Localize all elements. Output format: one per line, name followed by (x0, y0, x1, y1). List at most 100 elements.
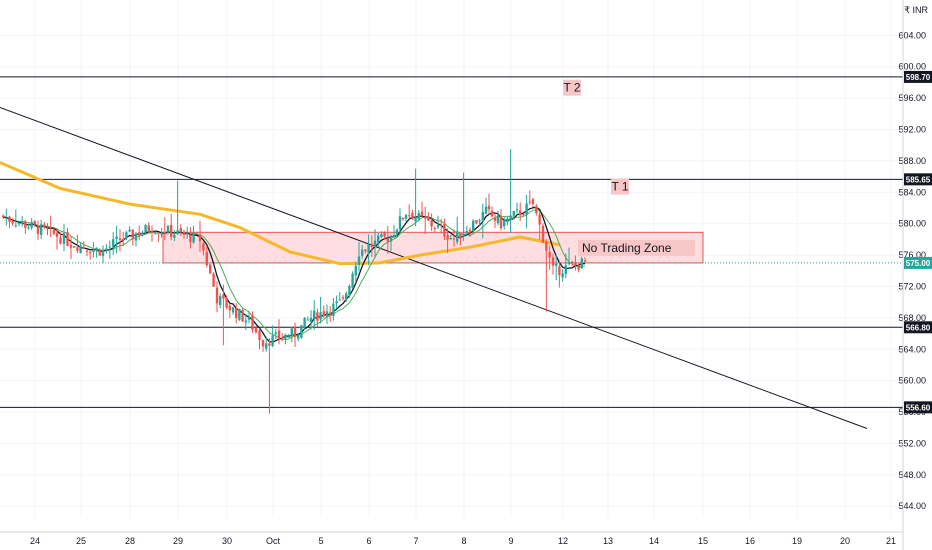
candle-body (43, 224, 46, 227)
candle-body (195, 233, 198, 235)
candle-body (115, 236, 118, 240)
candle-body (228, 305, 231, 311)
annotation-box (563, 79, 581, 96)
last-price-tag (904, 256, 932, 269)
candle-body (551, 257, 555, 266)
candle-body (392, 235, 396, 238)
candle-body (238, 309, 241, 320)
candle-body (449, 238, 452, 240)
candle-body (79, 245, 82, 253)
candle-body (290, 328, 293, 337)
x-tick-label: 13 (603, 536, 613, 546)
candle-body (395, 229, 399, 235)
annotation-text: T 1 (611, 180, 628, 194)
sma-fast-line (3, 206, 586, 343)
candle-body (128, 229, 131, 232)
candle-body (205, 251, 208, 266)
candle-body (354, 265, 357, 276)
candle-body (69, 245, 73, 248)
x-tick-label: 16 (745, 536, 755, 546)
candle-body (98, 249, 101, 256)
level-tag (904, 321, 932, 334)
candle-body (247, 316, 251, 320)
candle-body (251, 315, 254, 330)
x-tick-label: 6 (366, 536, 371, 546)
candle-body (309, 317, 313, 322)
candle-body (414, 217, 417, 222)
candle-body (30, 221, 33, 228)
candle-body (14, 225, 18, 227)
candle-body (222, 294, 225, 299)
currency-symbol: ₹ (904, 5, 913, 15)
y-tick-label: 560.00 (898, 376, 926, 386)
candle-body (519, 210, 522, 216)
candle-body (258, 330, 261, 340)
candle-body (468, 229, 472, 232)
candle-body (1, 215, 5, 218)
currency-label[interactable]: ₹ INR (904, 5, 928, 16)
candle-body (141, 232, 144, 235)
candle-body (538, 214, 541, 225)
candle-body (261, 340, 265, 347)
annotation-text: No Trading Zone (582, 241, 672, 255)
candle-body (89, 251, 92, 253)
candle-body (443, 223, 446, 237)
candle-body (76, 247, 79, 251)
level-tag-label: 598.70 (906, 73, 931, 82)
candle-body (192, 232, 195, 243)
horizontal-levels (0, 76, 903, 408)
candle-body (338, 299, 341, 301)
candle-body (59, 237, 62, 244)
candle-body (357, 256, 361, 266)
candle-body (313, 310, 316, 319)
candle-body (351, 273, 354, 288)
x-tick-label: 7 (413, 536, 418, 546)
candle-body (39, 224, 43, 235)
candle-body (322, 311, 325, 316)
candle-body (225, 298, 228, 308)
candle-body (66, 231, 69, 247)
candle-body (424, 217, 427, 219)
candle-body (11, 221, 14, 224)
candle-body (198, 234, 202, 242)
candle-body (55, 232, 59, 237)
candle-body (112, 239, 115, 247)
candle-body (154, 233, 157, 235)
annotations: T 2 T 1 No Trading Zone (563, 79, 695, 256)
y-tick-label: 548.00 (898, 470, 926, 480)
candle-body (401, 218, 405, 220)
candle-body (134, 233, 138, 241)
level-tag-label: 556.60 (906, 403, 931, 412)
candle-body (297, 335, 300, 339)
candle-body (36, 226, 40, 235)
x-tick-label: 8 (461, 536, 466, 546)
candle-body (5, 217, 8, 220)
candle-body (531, 199, 535, 204)
candle-body (535, 205, 538, 214)
candle-body (46, 228, 49, 230)
candle-body (577, 265, 580, 270)
candle-body (254, 328, 258, 333)
candle-body (138, 232, 141, 236)
candle-body (271, 335, 274, 347)
candle-body (512, 211, 515, 216)
x-tick-label: 20 (840, 536, 850, 546)
candle-body (293, 327, 297, 337)
candle-body (574, 262, 577, 265)
x-tick-label: 24 (30, 536, 40, 546)
candle-body (484, 206, 488, 214)
candle-body (202, 243, 205, 251)
candle-body (95, 247, 98, 251)
y-tick-label: 584.00 (898, 187, 926, 197)
candle-body (332, 303, 335, 317)
candle-body (472, 220, 475, 232)
sma-slow-line (0, 161, 561, 266)
candle-body (433, 228, 436, 230)
candle-body (522, 214, 525, 216)
candle-body (173, 234, 176, 238)
candle-body (367, 244, 370, 253)
candle-body (163, 232, 166, 235)
candle-body (345, 293, 348, 301)
